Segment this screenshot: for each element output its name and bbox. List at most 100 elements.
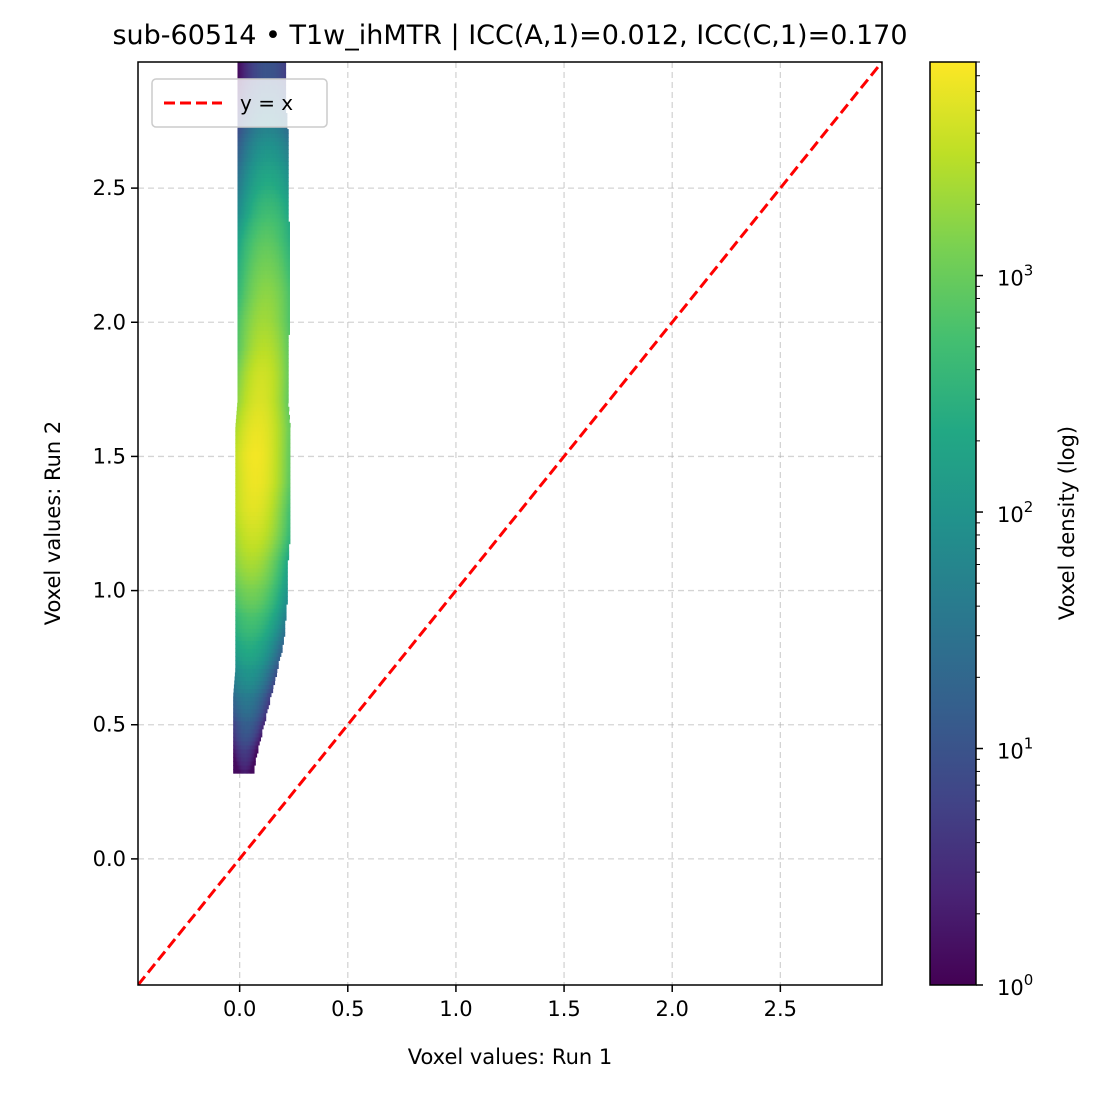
density-cell bbox=[247, 499, 249, 504]
density-cell bbox=[261, 644, 264, 649]
density-cell bbox=[287, 555, 290, 561]
density-cell bbox=[263, 386, 266, 392]
density-cell bbox=[258, 390, 261, 396]
density-cell bbox=[253, 471, 256, 476]
density-cell bbox=[267, 455, 270, 460]
density-cell bbox=[237, 696, 239, 702]
density-cell bbox=[240, 318, 242, 323]
density-cell bbox=[256, 543, 258, 549]
density-cell bbox=[265, 636, 268, 641]
density-cell bbox=[254, 487, 257, 492]
density-cell bbox=[255, 314, 258, 319]
density-cell bbox=[244, 644, 247, 649]
density-cell bbox=[250, 676, 253, 682]
density-cell bbox=[236, 414, 239, 420]
density-cell bbox=[233, 744, 236, 750]
density-cell bbox=[281, 362, 284, 368]
density-cell bbox=[234, 732, 237, 738]
density-cell bbox=[243, 603, 246, 609]
density-cell bbox=[238, 402, 241, 408]
density-cell bbox=[269, 575, 271, 581]
density-cell bbox=[276, 539, 279, 545]
density-cell bbox=[244, 583, 247, 589]
density-cell bbox=[275, 555, 278, 561]
density-cell bbox=[283, 547, 286, 553]
density-cell bbox=[260, 688, 263, 694]
density-cell bbox=[274, 571, 277, 577]
density-cell bbox=[244, 660, 247, 665]
density-cell bbox=[250, 330, 253, 335]
density-cell bbox=[247, 302, 250, 307]
density-cell bbox=[271, 603, 274, 609]
density-cell bbox=[272, 587, 275, 593]
density-cell bbox=[287, 467, 290, 472]
density-cell bbox=[272, 443, 275, 448]
density-cell bbox=[265, 479, 268, 484]
density-cell bbox=[263, 567, 266, 573]
density-cell bbox=[257, 447, 260, 452]
density-cell bbox=[282, 543, 284, 549]
density-cell bbox=[265, 527, 268, 533]
density-cell bbox=[264, 708, 267, 714]
density-cell bbox=[263, 342, 266, 348]
density-cell bbox=[262, 599, 265, 605]
density-cell bbox=[243, 648, 246, 653]
density-cell bbox=[263, 620, 266, 625]
density-cell bbox=[235, 764, 238, 770]
density-cell bbox=[250, 282, 253, 287]
density-cell bbox=[240, 483, 243, 488]
density-cell bbox=[243, 515, 246, 521]
density-cell bbox=[264, 370, 267, 376]
density-cell bbox=[235, 451, 238, 456]
density-cell bbox=[257, 579, 260, 585]
density-cell bbox=[279, 567, 282, 573]
density-cell bbox=[284, 350, 287, 356]
density-cell bbox=[269, 249, 272, 255]
density-cell bbox=[271, 398, 274, 404]
density-cell bbox=[236, 571, 239, 577]
density-cell bbox=[275, 390, 278, 396]
density-cell bbox=[233, 732, 236, 738]
density-cell bbox=[269, 632, 271, 637]
density-cell bbox=[241, 390, 244, 396]
density-cell bbox=[237, 760, 239, 766]
density-cell bbox=[241, 656, 244, 661]
density-cell bbox=[269, 338, 272, 343]
density-cell bbox=[278, 603, 281, 609]
density-cell bbox=[235, 426, 238, 432]
density-cell bbox=[283, 479, 286, 484]
density-cell bbox=[242, 253, 245, 259]
density-cell bbox=[236, 587, 239, 593]
density-cell bbox=[254, 567, 257, 573]
density-cell bbox=[247, 438, 249, 444]
density-cell bbox=[261, 434, 264, 440]
density-cell bbox=[247, 354, 250, 360]
density-cell bbox=[282, 443, 284, 448]
density-cell bbox=[247, 716, 250, 722]
density-cell bbox=[259, 366, 262, 372]
density-cell bbox=[281, 334, 284, 339]
density-cell bbox=[280, 559, 283, 565]
density-cell bbox=[271, 583, 274, 589]
density-cell bbox=[238, 390, 241, 396]
density-cell bbox=[269, 378, 272, 384]
density-cell bbox=[279, 455, 282, 460]
density-cell bbox=[241, 515, 244, 521]
density-cell bbox=[234, 672, 237, 678]
density-cell bbox=[237, 249, 240, 255]
density-cell bbox=[273, 249, 276, 255]
density-cell bbox=[250, 394, 253, 400]
density-cell bbox=[258, 684, 261, 690]
density-cell bbox=[250, 559, 253, 565]
density-cell bbox=[260, 298, 263, 303]
density-cell bbox=[282, 282, 285, 287]
density-cell bbox=[252, 438, 255, 444]
density-cell bbox=[259, 245, 262, 251]
density-cell bbox=[278, 459, 281, 464]
density-cell bbox=[278, 463, 281, 468]
density-cell bbox=[244, 507, 247, 513]
density-cell bbox=[235, 491, 238, 496]
density-cell bbox=[282, 463, 284, 468]
density-cell bbox=[259, 519, 262, 525]
density-cell bbox=[249, 382, 252, 388]
